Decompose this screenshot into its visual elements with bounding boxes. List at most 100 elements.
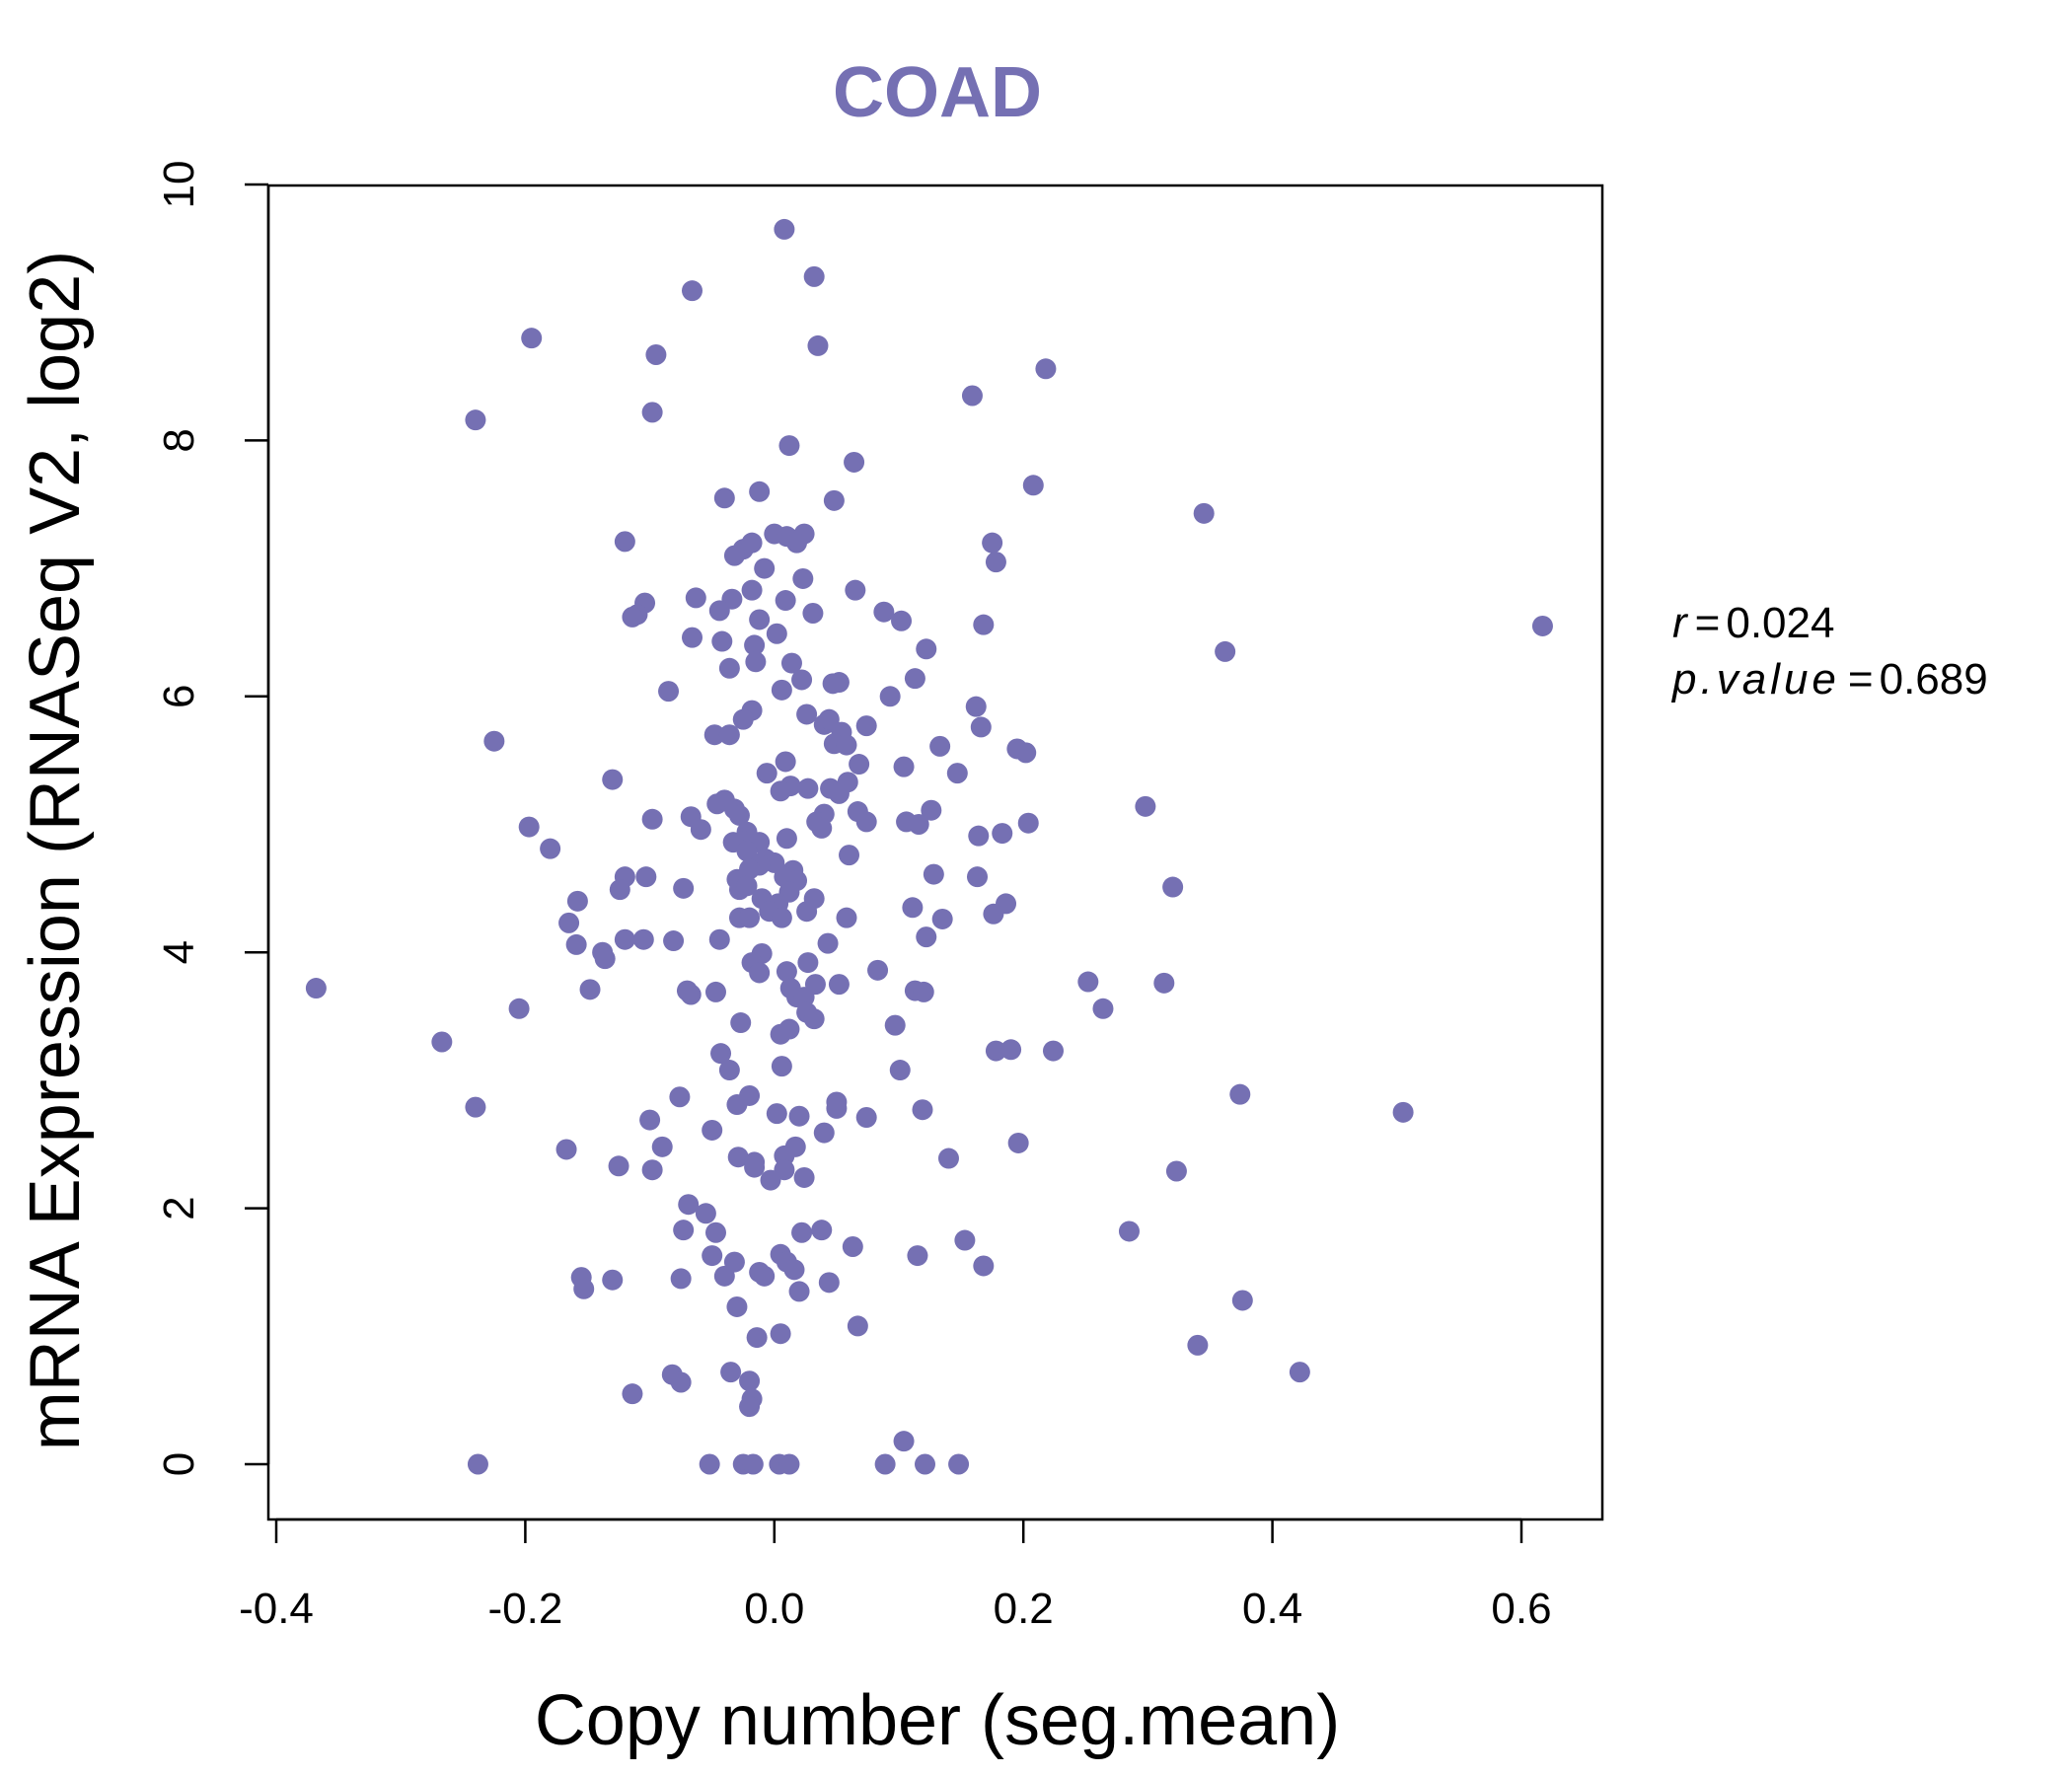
data-point bbox=[797, 952, 819, 974]
data-point bbox=[1015, 742, 1037, 764]
data-point bbox=[695, 1203, 716, 1224]
data-point bbox=[670, 1268, 692, 1290]
data-point bbox=[948, 1453, 970, 1475]
r-equals: = bbox=[1695, 599, 1721, 647]
data-point bbox=[669, 1086, 691, 1108]
data-point bbox=[518, 816, 540, 838]
y-tick-label: 10 bbox=[155, 161, 203, 209]
data-point bbox=[713, 1265, 735, 1287]
y-tick-label: 8 bbox=[155, 428, 203, 452]
data-point bbox=[305, 978, 327, 999]
data-point bbox=[770, 1323, 791, 1345]
data-point bbox=[867, 959, 889, 981]
data-point bbox=[555, 1139, 577, 1160]
x-axis-label: Copy number (seg.mean) bbox=[535, 1681, 1340, 1760]
data-point bbox=[699, 1453, 720, 1475]
x-tick-label: 0.0 bbox=[744, 1585, 804, 1633]
data-point bbox=[622, 1383, 643, 1405]
data-point bbox=[685, 587, 706, 609]
data-point bbox=[828, 782, 850, 804]
data-point bbox=[904, 668, 925, 690]
data-point bbox=[702, 1119, 723, 1141]
data-point bbox=[521, 328, 543, 349]
data-point bbox=[754, 557, 776, 579]
r-value: 0.024 bbox=[1726, 599, 1834, 647]
data-point bbox=[749, 481, 771, 502]
data-point bbox=[836, 734, 857, 756]
data-point bbox=[973, 614, 995, 635]
data-point bbox=[614, 928, 635, 950]
p-label: p.value bbox=[1670, 655, 1840, 703]
data-point bbox=[742, 1453, 764, 1475]
data-point bbox=[766, 623, 787, 644]
data-point bbox=[1022, 475, 1044, 496]
data-point bbox=[807, 334, 829, 356]
data-point bbox=[690, 819, 711, 841]
data-point bbox=[1000, 1039, 1022, 1061]
x-tick-label: 0.2 bbox=[994, 1585, 1054, 1633]
data-point bbox=[771, 679, 792, 701]
data-point bbox=[673, 1220, 695, 1241]
data-point bbox=[704, 981, 726, 1002]
data-point bbox=[723, 545, 745, 566]
data-point bbox=[726, 1295, 748, 1317]
data-point bbox=[1077, 971, 1099, 993]
data-point bbox=[771, 907, 792, 928]
data-point bbox=[728, 804, 750, 826]
data-point bbox=[465, 1096, 486, 1118]
data-point bbox=[913, 981, 934, 1002]
data-point bbox=[826, 1097, 848, 1119]
data-point bbox=[796, 703, 818, 725]
data-point bbox=[1531, 615, 1553, 636]
data-point bbox=[718, 724, 740, 746]
data-point bbox=[908, 814, 929, 835]
data-point bbox=[937, 1147, 959, 1169]
data-point bbox=[992, 823, 1013, 845]
data-point bbox=[508, 998, 530, 1019]
data-point bbox=[776, 961, 797, 983]
data-point bbox=[579, 979, 601, 1000]
p-value-stat: p.value = 0.689 bbox=[1670, 655, 1988, 703]
data-point bbox=[708, 600, 730, 622]
data-point bbox=[702, 1245, 723, 1267]
data-point bbox=[803, 1008, 825, 1030]
data-point bbox=[965, 696, 987, 717]
data-point bbox=[1007, 1132, 1029, 1153]
data-point bbox=[602, 769, 624, 790]
data-point bbox=[726, 1094, 748, 1116]
data-point bbox=[1035, 358, 1057, 380]
data-point bbox=[651, 1136, 673, 1157]
data-point bbox=[602, 1269, 624, 1291]
data-point bbox=[703, 724, 725, 746]
data-point bbox=[1118, 1221, 1140, 1242]
data-point bbox=[708, 928, 730, 950]
data-point bbox=[745, 651, 767, 673]
data-point bbox=[842, 1236, 863, 1258]
data-point bbox=[902, 897, 924, 919]
data-point bbox=[1231, 1290, 1253, 1311]
data-point bbox=[879, 686, 901, 707]
data-point bbox=[912, 1099, 933, 1121]
data-point bbox=[791, 669, 813, 691]
data-point bbox=[1187, 1334, 1209, 1356]
data-point bbox=[1392, 1101, 1414, 1123]
data-point bbox=[573, 1278, 595, 1299]
data-point bbox=[766, 1103, 787, 1125]
data-point bbox=[792, 567, 814, 589]
data-point bbox=[718, 657, 740, 679]
data-point bbox=[760, 1169, 781, 1191]
data-point bbox=[465, 409, 486, 431]
data-point bbox=[907, 1245, 928, 1267]
data-point bbox=[744, 1156, 766, 1178]
data-point bbox=[970, 716, 992, 738]
data-point bbox=[893, 756, 915, 777]
data-point bbox=[749, 962, 771, 984]
data-point bbox=[1289, 1362, 1310, 1383]
data-point bbox=[741, 532, 763, 554]
y-tick-label: 6 bbox=[155, 685, 203, 708]
data-point bbox=[803, 265, 825, 287]
data-point bbox=[710, 1043, 732, 1065]
data-point bbox=[797, 777, 819, 799]
